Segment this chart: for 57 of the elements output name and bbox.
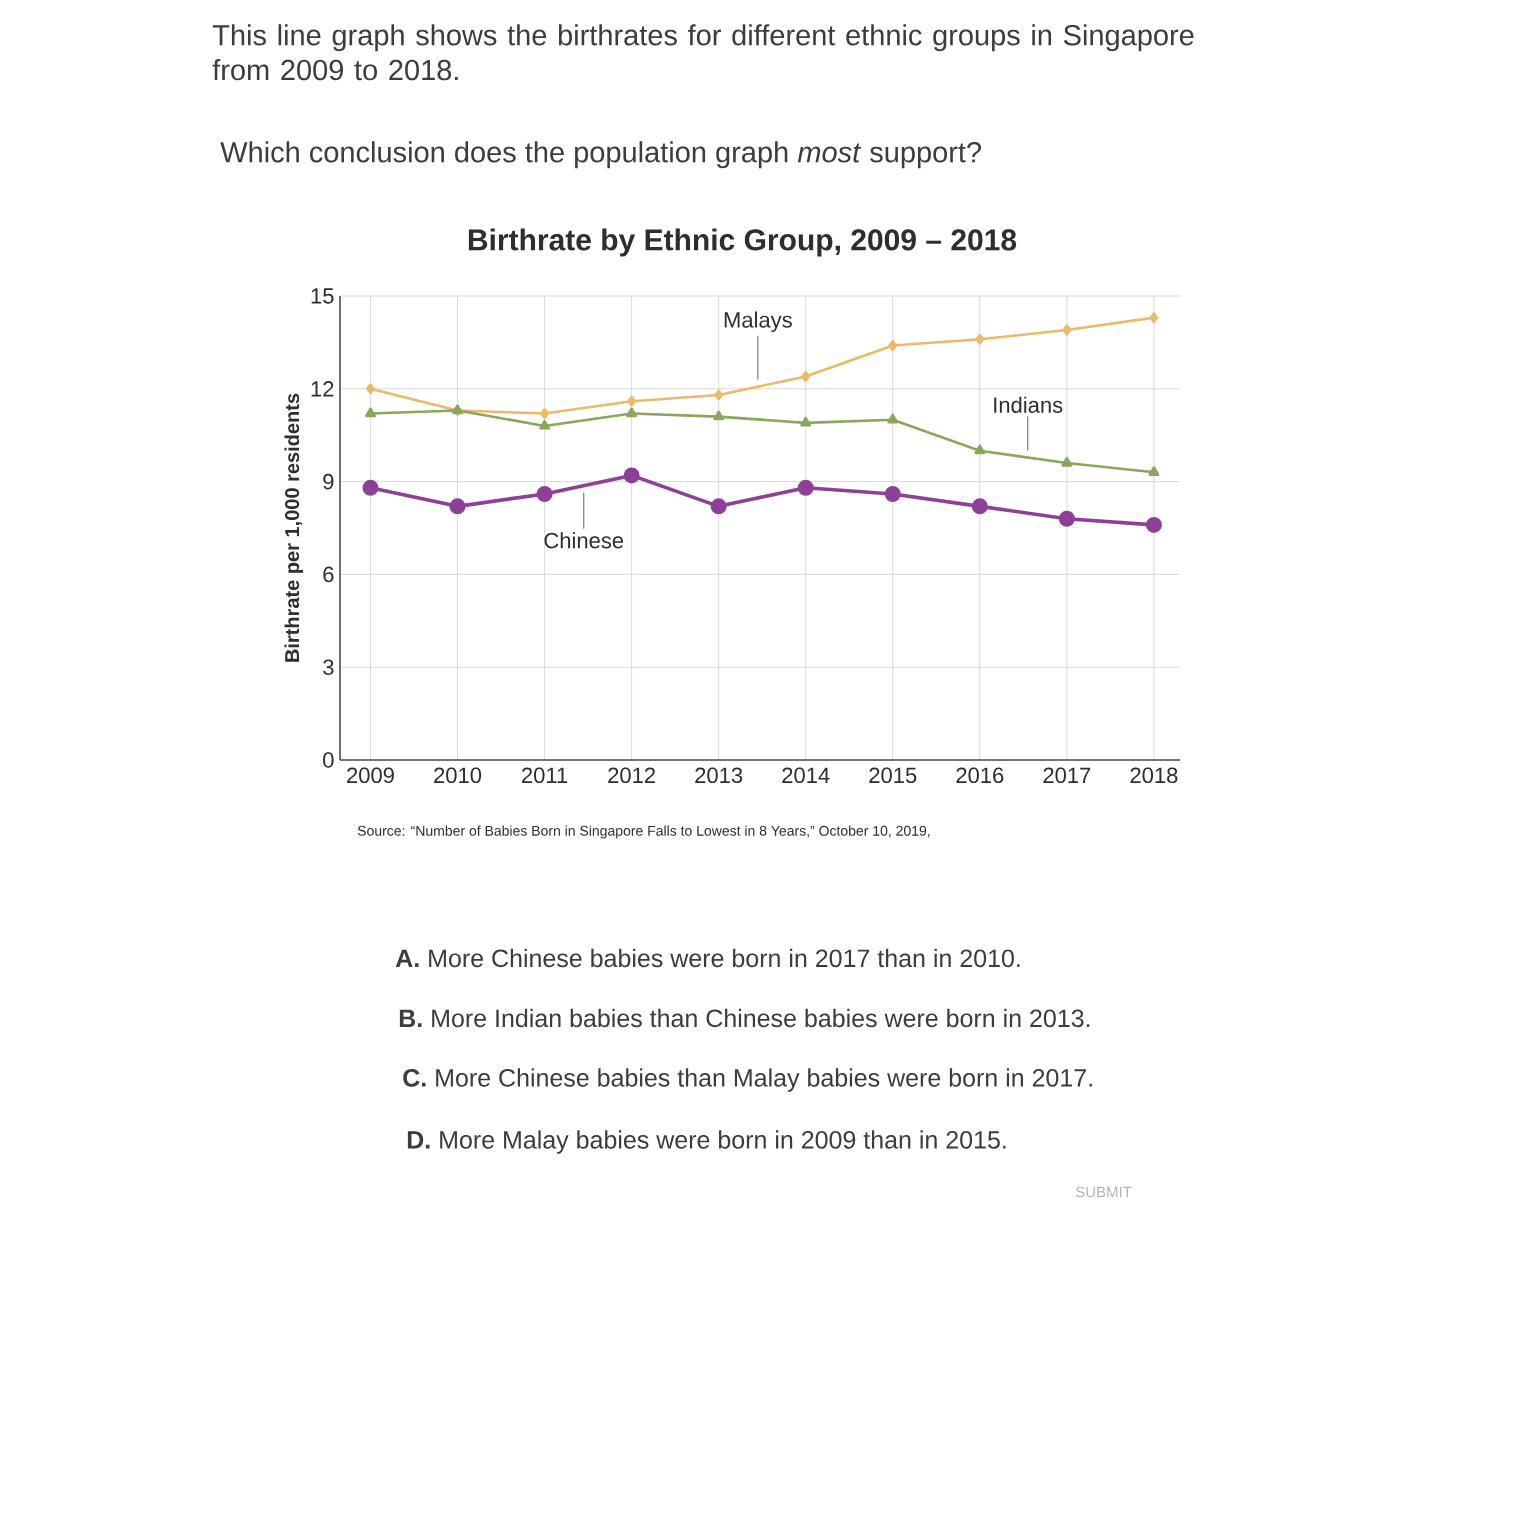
x-tick-label: 2013 <box>695 767 743 784</box>
series-label: Chinese <box>544 532 624 549</box>
x-tick-label: 2015 <box>869 767 917 784</box>
point <box>623 467 640 484</box>
point <box>884 485 901 502</box>
point <box>800 416 812 427</box>
y-axis-title: Birthrate per 1,000 residents <box>284 393 304 662</box>
point <box>801 370 811 382</box>
point <box>1058 510 1075 527</box>
x-tick-label: 2014 <box>782 767 830 784</box>
x-tick-label: 2012 <box>608 767 655 784</box>
point <box>1145 516 1162 533</box>
point <box>887 413 899 424</box>
text: Which conclusion does the population graph most support? <box>220 141 982 169</box>
point <box>539 419 551 430</box>
point <box>710 498 727 515</box>
y-tick-label: 12 <box>311 381 334 397</box>
point <box>362 479 379 496</box>
x-tick-label: 2016 <box>956 767 1004 784</box>
text: C. More Chinese babies than Malay babies were born in 2017. <box>403 1068 1092 1092</box>
point <box>971 498 988 515</box>
y-tick-label: 3 <box>323 659 334 675</box>
series-label: Malays <box>724 311 792 333</box>
y-tick-label: 9 <box>323 473 334 490</box>
y-tick-label: 0 <box>323 752 334 768</box>
y-tick-label: 6 <box>323 566 334 583</box>
x-tick-label: 2010 <box>434 767 482 784</box>
x-tick-label: 2009 <box>347 767 394 784</box>
y-tick-label: 15 <box>311 288 334 304</box>
point <box>713 410 725 421</box>
x-tick-label: 2018 <box>1130 767 1178 784</box>
point <box>797 479 814 496</box>
point <box>974 444 986 455</box>
point <box>365 407 376 418</box>
point <box>714 389 724 401</box>
chart-title: Birthrate by Ethnic Group, 2009 – 2018 <box>468 228 1017 257</box>
source-note: Source: “Number of Babies Born in Singapore Falls to Lowest in 8 Years,” October 10, 2019, <box>357 825 930 839</box>
text: SUBMIT <box>1075 1186 1132 1198</box>
point <box>626 407 638 418</box>
text: D. More Malay babies were born in 2009 than in 2015. <box>407 1130 1006 1154</box>
point <box>540 408 550 420</box>
text: A. More Chinese babies were born in 2017 than in 2010. <box>395 948 1020 968</box>
series-label: Indians <box>994 396 1063 413</box>
point <box>627 395 637 407</box>
point <box>1149 312 1159 324</box>
point <box>1062 324 1072 336</box>
text: B. More Indian babies than Chinese babies were born in 2013. <box>399 1008 1090 1028</box>
point <box>1061 456 1073 467</box>
point <box>888 339 898 351</box>
point <box>975 333 985 345</box>
point <box>449 498 466 515</box>
point <box>536 485 553 502</box>
point <box>1148 466 1160 477</box>
text: This line graph shows the birthrates for different ethnic groups in Singapore from 2009 to 2018. <box>212 24 1194 81</box>
x-tick-label: 2017 <box>1043 767 1091 784</box>
x-tick-label: 2011 <box>522 767 568 784</box>
point <box>366 383 375 395</box>
